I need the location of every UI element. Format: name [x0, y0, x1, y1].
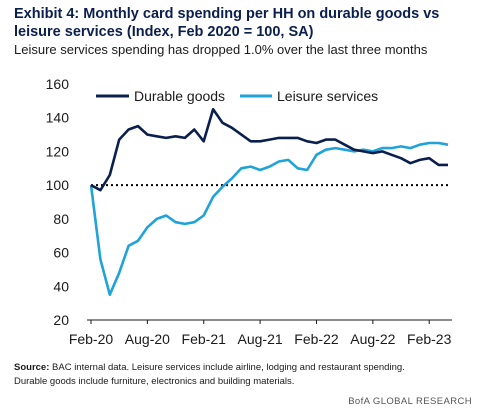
x-tick-label: Feb-23	[407, 331, 452, 347]
x-tick-label: Aug-21	[238, 331, 283, 347]
x-axis-ticks: Feb-20 Aug-20 Feb-21 Aug-21 Feb-22 Aug-22 Feb-…	[69, 320, 452, 347]
y-tick-label: 160	[46, 76, 70, 92]
footnote: Source: BAC internal data. Leisure servi…	[14, 361, 490, 389]
series-line-leisure-services	[89, 141, 449, 296]
y-tick-label: 140	[46, 110, 70, 126]
y-tick-label: 60	[53, 245, 69, 261]
y-tick-label: 120	[46, 143, 70, 159]
chart-title: Exhibit 4: Monthly card spending per HH …	[14, 6, 440, 40]
y-axis-ticks: 20 40 60 80 100 120 140 160	[46, 76, 70, 328]
source-text: BAC internal data. Leisure services incl…	[52, 362, 405, 373]
x-tick-label: Feb-21	[182, 331, 227, 347]
x-tick-label: Feb-22	[294, 331, 339, 347]
brand-label: BofA GLOBAL RESEARCH	[348, 396, 472, 407]
x-tick-label: Feb-20	[69, 331, 114, 347]
legend-label-leisure-services: Leisure services	[277, 88, 378, 104]
x-tick-label: Aug-20	[125, 331, 170, 347]
footnote-line-2: Durable goods include furniture, electro…	[14, 376, 295, 387]
y-tick-label: 40	[53, 278, 69, 294]
chart-subtitle: Leisure services spending has dropped 1.…	[14, 42, 428, 57]
legend-label-durable-goods: Durable goods	[134, 88, 225, 104]
y-tick-label: 100	[46, 177, 70, 193]
y-tick-label: 20	[53, 312, 69, 328]
y-tick-label: 80	[53, 211, 69, 227]
series-line-durable-goods	[90, 108, 448, 192]
legend: Durable goods Leisure services	[96, 88, 378, 104]
source-label: Source:	[14, 362, 50, 373]
x-tick-label: Aug-22	[350, 331, 395, 347]
